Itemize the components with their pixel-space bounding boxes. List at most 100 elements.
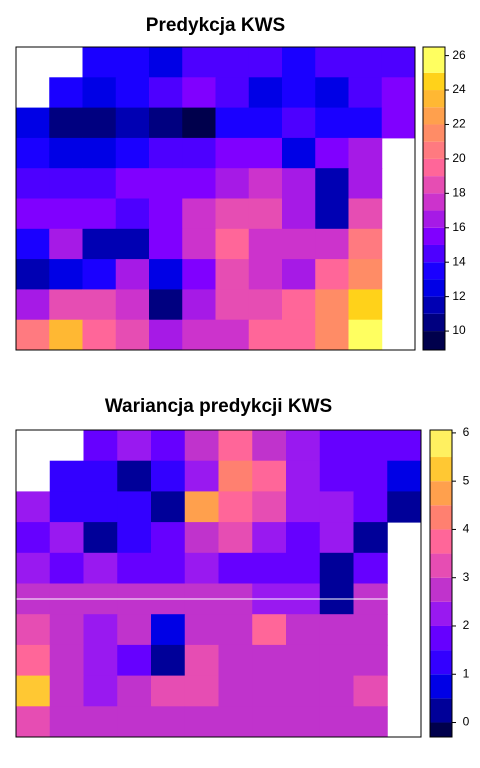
raster-cell — [117, 706, 152, 738]
color-key-label: 10 — [452, 323, 466, 337]
raster-cell — [282, 47, 316, 78]
raster-cell — [218, 552, 253, 584]
raster-cell — [286, 460, 321, 492]
raster-cell — [218, 522, 253, 554]
raster-cell — [252, 522, 287, 554]
raster-cell — [248, 107, 283, 139]
raster-cell — [348, 228, 383, 260]
color-key-label: 24 — [452, 82, 466, 96]
raster-cell — [215, 319, 250, 351]
raster-cell — [252, 552, 287, 584]
raster-cell — [16, 228, 50, 260]
color-key-label: 18 — [452, 186, 466, 200]
raster-cell — [184, 706, 219, 738]
raster-cell — [151, 644, 186, 677]
raster-cell — [16, 198, 50, 230]
raster-cell — [286, 675, 321, 707]
raster-cell — [49, 552, 84, 584]
color-key-label: 6 — [463, 425, 470, 439]
raster-cell — [315, 77, 349, 109]
raster-cell — [348, 107, 383, 139]
raster-cell — [348, 319, 383, 351]
raster-cell — [151, 552, 186, 584]
raster-cell — [117, 491, 152, 523]
raster-cell — [117, 430, 152, 462]
raster-cell — [82, 289, 117, 321]
raster-cell — [83, 675, 118, 707]
raster-cell — [218, 460, 253, 492]
raster-cell — [282, 228, 316, 260]
color-key-band — [430, 650, 452, 675]
chart-title: Wariancja predykcji KWS — [105, 396, 332, 417]
raster-cell — [16, 552, 51, 584]
raster-cell — [16, 319, 50, 351]
color-key-label: 12 — [452, 289, 466, 303]
raster-cell — [182, 198, 216, 230]
raster-cell — [149, 47, 183, 78]
raster-cell — [319, 644, 354, 677]
color-key-band — [423, 313, 445, 332]
raster-cell — [248, 77, 283, 109]
raster-cell — [248, 47, 283, 78]
raster-cell — [282, 168, 316, 199]
color-key-band — [423, 72, 445, 91]
raster-cell — [151, 460, 186, 492]
raster-cell — [117, 552, 152, 584]
raster-cell — [149, 168, 183, 199]
color-key-band — [423, 193, 445, 211]
raster-cell — [16, 491, 51, 523]
raster-cell — [319, 706, 354, 738]
raster-cell — [149, 289, 183, 321]
raster-cell — [252, 675, 287, 707]
raster-cell — [381, 107, 416, 139]
raster-cell — [83, 644, 118, 677]
raster-cell — [381, 77, 416, 109]
raster-cell — [182, 107, 216, 139]
raster-cell — [319, 460, 354, 492]
color-key-label: 14 — [452, 254, 466, 268]
raster-cell — [252, 460, 287, 492]
raster-cell — [151, 430, 186, 462]
raster-cell — [252, 430, 287, 462]
raster-cell — [115, 259, 150, 290]
chart-title: Predykcja KWS — [146, 15, 285, 36]
color-key-band — [423, 331, 445, 350]
raster-cell — [353, 614, 388, 646]
raster-cell — [184, 430, 219, 462]
raster-cell — [115, 228, 150, 260]
map-frame — [15, 429, 422, 738]
raster-cell — [286, 491, 321, 523]
color-key-band — [423, 107, 445, 125]
color-key-band — [430, 457, 452, 482]
color-key-label: 26 — [452, 48, 466, 62]
raster-cell — [282, 259, 316, 290]
color-key-band — [430, 722, 452, 737]
raster-cell — [182, 77, 216, 109]
raster-cell — [248, 319, 283, 351]
raster-cell — [215, 228, 250, 260]
raster-cell — [115, 319, 150, 351]
raster-cell — [218, 491, 253, 523]
raster-cell — [151, 522, 186, 554]
raster-cell — [16, 289, 50, 321]
raster-cell — [353, 430, 388, 462]
raster-cell — [16, 706, 51, 738]
color-key-band — [430, 505, 452, 530]
raster-cell — [83, 552, 118, 584]
raster-cell — [319, 491, 354, 523]
color-key-band — [430, 430, 452, 458]
raster-cell — [149, 77, 183, 109]
raster-cell — [82, 168, 117, 199]
raster-cell — [353, 522, 388, 554]
raster-cell — [82, 319, 117, 351]
raster-cell — [319, 522, 354, 554]
raster-cell — [115, 47, 150, 78]
raster-cell — [348, 77, 383, 109]
color-key-label: 20 — [452, 151, 466, 165]
raster-cell — [83, 522, 118, 554]
raster-cell — [83, 614, 118, 646]
raster-cell — [215, 47, 250, 78]
raster-cell — [319, 430, 354, 462]
color-key-band — [423, 244, 445, 263]
